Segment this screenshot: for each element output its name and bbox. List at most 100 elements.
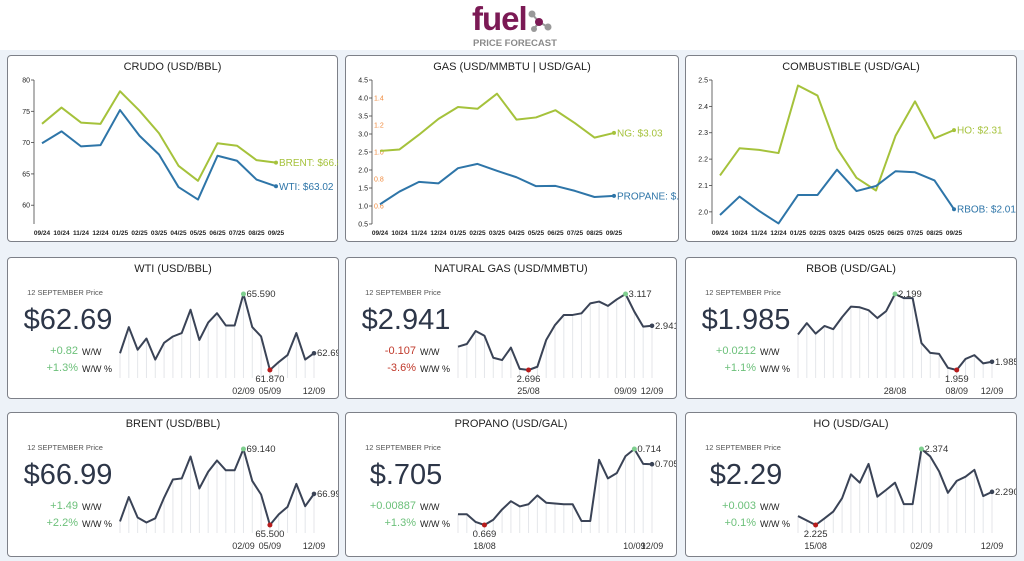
x-tick-label: 07/25 [229, 230, 246, 237]
min-point [481, 522, 487, 528]
kpi-title: RBOB (USD/GAL) [806, 263, 896, 275]
weekly-change-pct: +1.1% [724, 362, 757, 374]
max-value-label: 0.714 [637, 444, 661, 455]
min-point [267, 522, 273, 528]
x-date-label: 12/09 [981, 386, 1004, 396]
secondary-y-tick-label: 0.8 [374, 177, 384, 184]
x-tick-label: 08/25 [586, 230, 603, 237]
gas-line-chart: 0.5 1.0 1.5 2.0 2.5 3.0 3.5 4.0 4.5 0.6 0.8 1.0 1.2 1… [358, 78, 679, 238]
min-point [813, 522, 819, 528]
current-price: $2.941 [361, 304, 451, 336]
price-date-label: 12 SEPTEMBER Price [27, 288, 103, 297]
kpi-title: WTI (USD/BBL) [134, 263, 212, 275]
combustible-line-chart: 2.0 2.1 2.2 2.3 2.4 2.5 09/24 10/24 11/24 12/24 01… [698, 78, 1016, 238]
min-point [526, 367, 532, 373]
x-tick-label: 07/25 [567, 230, 584, 237]
last-value-label: 62.690 [317, 348, 338, 359]
y-tick-label: 2.3 [698, 130, 708, 137]
x-tick-label: 06/25 [209, 230, 226, 237]
x-tick-label: 09/25 [946, 230, 963, 237]
last-value-label: 1.985 [995, 357, 1016, 368]
x-tick-label: 04/25 [170, 230, 187, 237]
brent-end-point [274, 160, 278, 165]
sparkline-line [119, 293, 315, 371]
rbob-end-label: RBOB: $2.01 [957, 205, 1016, 216]
x-tick-label: 12/24 [770, 230, 787, 237]
logo-text: fuel [472, 0, 528, 37]
last-value-label: 2.290 [995, 487, 1016, 498]
x-tick-label: 05/25 [868, 230, 885, 237]
weekly-change-pct-label: W/W % [420, 364, 450, 374]
x-tick-label: 01/25 [790, 230, 807, 237]
weekly-change-pct: +1.3% [46, 362, 79, 374]
last-point [649, 323, 655, 329]
y-tick-label: 2.5 [698, 78, 708, 85]
sparkline-line [458, 448, 653, 526]
y-tick-label: 65 [22, 171, 30, 178]
x-tick-label: 09/24 [34, 230, 51, 237]
min-value-label: 0.669 [473, 529, 497, 540]
sparkline-chart: 69.140 65.500 66.990 02/09 05/09 12/09 [119, 444, 338, 551]
sparkline-chart: 2.374 2.225 2.290 15/08 02/09 12/09 [797, 444, 1016, 551]
y-tick-label: 4.5 [358, 78, 368, 85]
x-tick-label: 02/25 [469, 230, 486, 237]
wti-end-point [274, 184, 278, 189]
x-date-label: 08/09 [945, 386, 968, 396]
x-tick-label: 01/25 [112, 230, 129, 237]
x-tick-label: 03/25 [829, 230, 846, 237]
min-value-label: 2.225 [804, 529, 828, 540]
kpi-title: NATURAL GAS (USD/MMBTU) [434, 263, 588, 275]
x-tick-label: 04/25 [848, 230, 865, 237]
logo-subtitle: PRICE FORECAST [473, 38, 557, 49]
x-tick-label: 04/25 [508, 230, 525, 237]
last-point [989, 489, 995, 495]
x-tick-label: 05/25 [190, 230, 207, 237]
kpi-card: NATURAL GAS (USD/MMBTU) 12 SEPTEMBER Pri… [345, 257, 677, 399]
y-tick-label: 70 [22, 140, 30, 147]
weekly-change-pct-label: W/W % [82, 519, 112, 529]
fuel-logo: fuel PRICE FORECAST [472, 0, 562, 49]
ho-series-line [719, 84, 955, 192]
weekly-change-pct: +2.2% [46, 517, 79, 529]
x-date-label: 02/09 [232, 386, 255, 396]
secondary-y-tick-label: 1.0 [374, 150, 384, 157]
ng-end-point [612, 130, 616, 135]
y-tick-label: 3.5 [358, 114, 368, 121]
y-tick-label: 1.5 [358, 186, 368, 193]
x-tick-label: 10/24 [391, 230, 408, 237]
chart-title: COMBUSTIBLE (USD/GAL) [782, 61, 920, 73]
x-tick-label: 03/25 [489, 230, 506, 237]
x-tick-label: 06/25 [887, 230, 904, 237]
price-date-label: 12 SEPTEMBER Price [365, 443, 441, 452]
brent-end-label: BRENT: $66.8 [279, 158, 338, 169]
sparkline-line [457, 293, 653, 371]
x-tick-label: 07/25 [907, 230, 924, 237]
x-date-label: 12/09 [303, 386, 326, 396]
min-point [267, 367, 273, 373]
last-value-label: 0.705 [655, 459, 676, 470]
chart-title: GAS (USD/MMBTU | USD/GAL) [433, 61, 591, 73]
weekly-change-pct-label: W/W % [760, 519, 790, 529]
current-price: $62.69 [23, 304, 113, 336]
x-tick-label: 08/25 [926, 230, 943, 237]
crudo-line-chart: 60 65 70 75 80 09/24 10/24 11/24 12/24 01/25 02/25… [22, 78, 338, 238]
x-tick-label: 09/25 [606, 230, 623, 237]
sparkline-line [797, 448, 993, 526]
x-date-label: 15/08 [804, 541, 827, 551]
x-date-label: 02/09 [232, 541, 255, 551]
x-date-label: 02/09 [910, 541, 933, 551]
sparkline-chart: 3.117 2.696 2.941 25/08 09/09 12/09 [457, 289, 676, 396]
x-date-label: 09/09 [614, 386, 637, 396]
combustible-chart-card: COMBUSTIBLE (USD/GAL) 2.0 2.1 2.2 2.3 2.4 2.5… [685, 55, 1017, 242]
max-value-label: 2.374 [924, 444, 948, 455]
weekly-change-label: W/W [420, 502, 440, 512]
max-value-label: 69.140 [246, 444, 275, 455]
x-tick-label: 10/24 [53, 230, 70, 237]
weekly-change-label: W/W [420, 347, 440, 357]
x-date-label: 18/08 [473, 541, 496, 551]
weekly-change: +1.49 [50, 500, 78, 512]
current-price: $1.985 [701, 304, 791, 336]
x-tick-label: 02/25 [809, 230, 826, 237]
kpi-card: RBOB (USD/GAL) 12 SEPTEMBER Price $1.985… [685, 257, 1017, 399]
x-date-label: 12/09 [303, 541, 326, 551]
